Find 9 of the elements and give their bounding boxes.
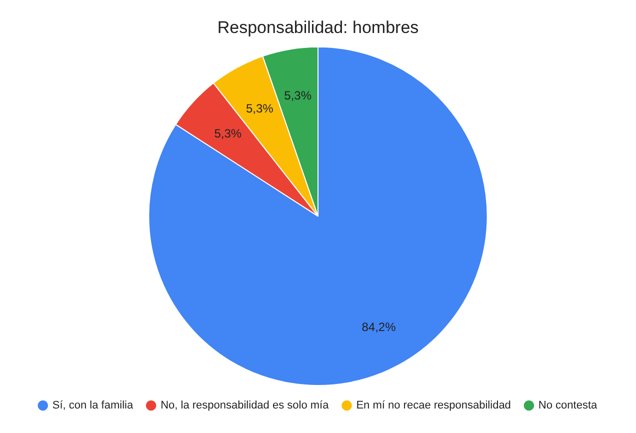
legend-label: Sí, con la familia — [52, 400, 134, 412]
legend-label: No, la responsabilidad es solo mía — [160, 400, 330, 412]
legend-label: En mí no recae responsabilidad — [356, 400, 511, 412]
data-label: 5,3% — [214, 126, 242, 140]
data-label: 84,2% — [362, 320, 396, 334]
chart-title: Responsabilidad: hombres — [217, 18, 419, 37]
legend-label: No contesta — [538, 400, 598, 412]
data-label: 5,3% — [246, 101, 274, 116]
data-label: 5,3% — [284, 88, 312, 102]
